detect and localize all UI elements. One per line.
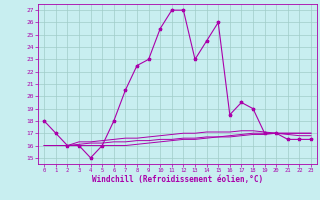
X-axis label: Windchill (Refroidissement éolien,°C): Windchill (Refroidissement éolien,°C)	[92, 175, 263, 184]
